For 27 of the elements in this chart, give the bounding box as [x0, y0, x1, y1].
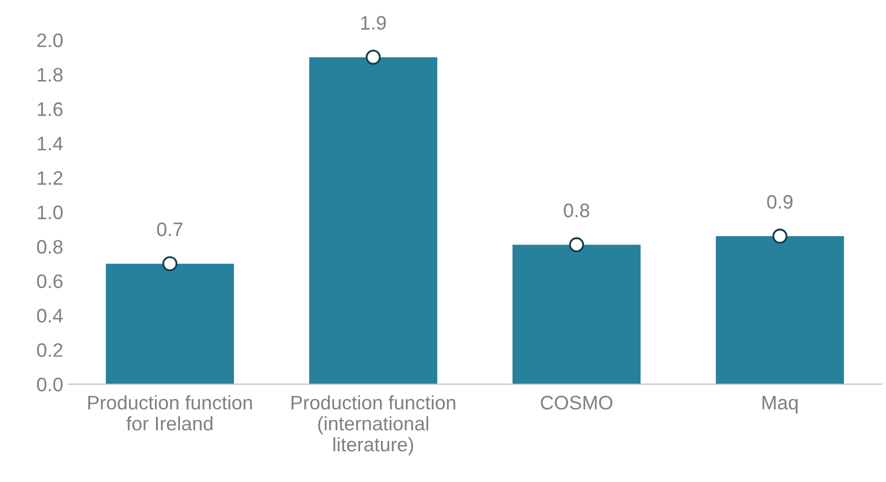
- y-tick-label: 0.2: [37, 343, 62, 357]
- point: [366, 50, 381, 65]
- y-tick-label: 1.6: [38, 102, 63, 116]
- x-tick-label: Maq: [762, 396, 798, 414]
- y-tick-label: 0.8: [37, 240, 63, 254]
- point: [772, 228, 788, 244]
- y-tick-label: 0.6: [37, 274, 63, 288]
- data-label: 0.7: [157, 222, 182, 236]
- data-label: 0.9: [767, 194, 792, 209]
- y-tick-label: 0.0: [37, 378, 63, 392]
- y-tick-label: 1.8: [38, 68, 63, 82]
- y-tick-label: 2.0: [37, 33, 63, 48]
- y-tick-label: 1.4: [38, 136, 63, 150]
- data-label: 1.9: [361, 16, 386, 30]
- bar: [512, 244, 641, 384]
- point: [162, 256, 178, 272]
- point: [569, 237, 584, 252]
- x-tick-label: Production function for Ireland: [88, 395, 252, 430]
- bar: [309, 57, 438, 384]
- bar: [716, 236, 844, 384]
- x-tick-label: Production function (international literature): [292, 395, 456, 456]
- y-tick-label: 1.0: [38, 206, 63, 220]
- y-tick-label: 1.2: [38, 171, 62, 185]
- bar: [106, 264, 234, 384]
- x-tick-label: COSMO: [540, 396, 612, 410]
- data-label: 0.8: [564, 204, 590, 218]
- y-tick-label: 0.4: [37, 308, 63, 323]
